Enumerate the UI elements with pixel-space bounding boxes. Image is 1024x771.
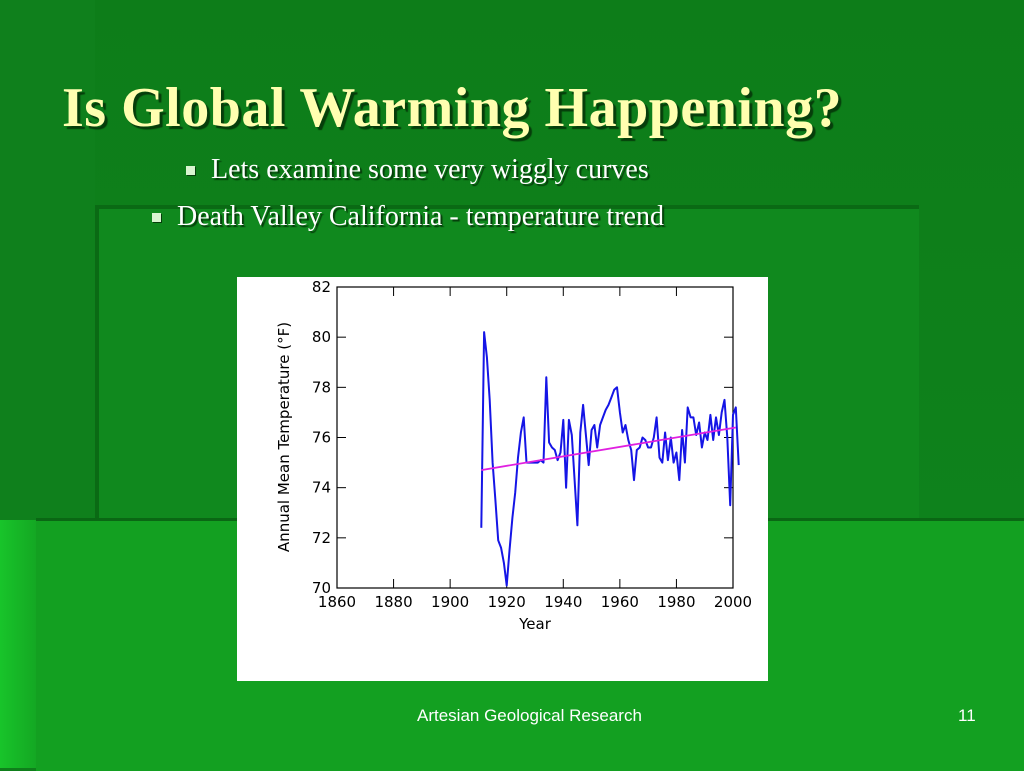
square-bullet-icon [186, 165, 195, 175]
y-tick-label: 78 [312, 378, 331, 396]
x-tick-label: 1920 [488, 593, 526, 611]
background-corner-strip [0, 520, 36, 768]
bullet-item-2: Death Valley California - temperature tr… [152, 201, 664, 233]
x-tick-label: 1880 [374, 593, 412, 611]
bullet-item-1: Lets examine some very wiggly curves [186, 154, 649, 186]
x-tick-label: 1960 [601, 593, 639, 611]
background-left-band [0, 0, 95, 520]
x-tick-label: 1980 [657, 593, 695, 611]
y-tick-label: 70 [312, 579, 331, 597]
y-axis-ticks: 70 72 74 76 78 80 82 [312, 278, 733, 597]
x-axis-ticks: 1860 1880 1900 1920 1940 1960 1980 2000 [318, 287, 752, 611]
trend-series-line [481, 426, 736, 471]
temperature-series-line [480, 331, 740, 587]
data-series [480, 331, 740, 587]
y-tick-label: 76 [312, 429, 331, 447]
y-tick-label: 80 [312, 328, 331, 346]
chart-panel: 70 72 74 76 78 80 82 1860 1880 1900 1920 1940 1960 1… [237, 277, 768, 681]
y-tick-label: 72 [312, 529, 331, 547]
y-tick-label: 82 [312, 278, 331, 296]
x-tick-label: 2000 [714, 593, 752, 611]
y-tick-label: 74 [312, 479, 331, 497]
x-tick-label: 1940 [544, 593, 582, 611]
x-tick-label: 1900 [431, 593, 469, 611]
bullet-text-2: Death Valley California - temperature tr… [177, 201, 664, 232]
slide-title: Is Global Warming Happening? [62, 77, 843, 139]
page-number: 11 [958, 706, 976, 725]
square-bullet-icon [152, 212, 161, 222]
y-axis-label: Annual Mean Temperature (°F) [275, 322, 293, 552]
x-axis-label: Year [518, 615, 552, 633]
footer-text: Artesian Geological Research [417, 706, 642, 725]
bullet-text-1: Lets examine some very wiggly curves [211, 154, 649, 185]
x-tick-label: 1860 [318, 593, 356, 611]
